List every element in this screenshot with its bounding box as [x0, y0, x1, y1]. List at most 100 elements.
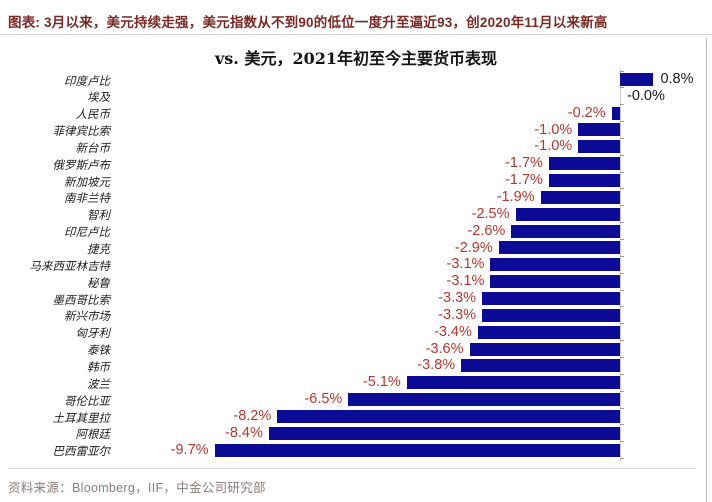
category-label: 秘鲁	[87, 275, 110, 290]
chart-row: 马来西亚林吉特 -3.1%	[0, 256, 712, 273]
bar	[548, 174, 620, 188]
axis-tick	[620, 373, 624, 375]
chart-row: 印度卢比 0.8%	[0, 71, 712, 88]
axis-tick	[620, 390, 624, 392]
chart-row: 捷克 -2.9%	[0, 240, 712, 257]
bar	[620, 72, 654, 86]
category-label: 菲律宾比索	[52, 124, 111, 139]
chart-row: 菲律宾比索 -1.0%	[0, 122, 712, 139]
value-label: -3.4%	[434, 323, 472, 340]
axis-tick	[620, 154, 624, 156]
chart-row: 韩币 -3.8%	[0, 357, 712, 374]
value-label: -2.6%	[467, 222, 506, 239]
chart-row: 土耳其里拉 -8.2%	[0, 408, 712, 425]
bar	[490, 258, 620, 272]
category-label: 智利	[87, 208, 110, 223]
category-label: 巴西雷亚尔	[52, 444, 111, 459]
value-label: -2.9%	[454, 239, 493, 256]
value-label: -8.2%	[233, 408, 272, 424]
category-label: 墨西哥比索	[52, 292, 111, 307]
chart-row: 俄罗斯卢布 -1.7%	[0, 155, 712, 172]
axis-tick	[620, 188, 624, 190]
value-label: -0.0%	[627, 87, 665, 104]
chart-row: 新台币 -1.0%	[0, 138, 712, 155]
chart-row: 南非兰特 -1.9%	[0, 189, 712, 206]
category-label: 土耳其里拉	[52, 410, 111, 425]
category-label: 匈牙利	[75, 326, 111, 341]
bar	[578, 140, 620, 154]
axis-tick	[620, 121, 624, 123]
axis-tick	[620, 104, 624, 106]
axis-tick	[620, 255, 624, 257]
bar	[277, 409, 620, 423]
bar	[461, 359, 620, 373]
category-label: 新兴市场	[64, 309, 110, 324]
bar	[469, 342, 620, 356]
bar	[511, 224, 620, 238]
value-label: -0.2%	[567, 104, 606, 121]
category-label: 人民币	[75, 107, 111, 122]
chart-row: 哥伦比亚 -6.5%	[0, 391, 712, 408]
chart-row: 智利 -2.5%	[0, 206, 712, 223]
value-label: -8.4%	[225, 424, 263, 441]
caption-divider	[0, 34, 712, 35]
chart-caption: 图表: 3月以来，美元持续走强，美元指数从不到90的低位一度升至逼近93，创20…	[8, 15, 608, 30]
chart-row: 印尼卢比 -2.6%	[0, 223, 712, 240]
value-label: -1.7%	[505, 155, 543, 172]
chart-row: 新兴市场 -3.3%	[0, 307, 712, 324]
chart-row: 泰铢 -3.6%	[0, 341, 712, 358]
chart-row: 匈牙利 -3.4%	[0, 324, 712, 341]
value-label: -3.1%	[446, 273, 485, 290]
bar	[578, 123, 620, 137]
value-label: -3.6%	[425, 340, 464, 357]
axis-tick	[620, 205, 624, 207]
axis-tick	[620, 70, 624, 72]
zero-axis-line	[620, 69, 621, 461]
bar	[214, 443, 620, 457]
axis-tick	[620, 239, 624, 240]
bar	[348, 393, 620, 407]
chart-row: 埃及 -0.0%	[0, 88, 712, 105]
category-label: 俄罗斯卢布	[52, 157, 111, 172]
axis-tick	[620, 272, 624, 274]
axis-tick	[620, 458, 624, 460]
bar	[406, 376, 620, 390]
category-label: 新台币	[75, 140, 111, 155]
value-label: -1.7%	[505, 172, 543, 189]
plot-right-border	[706, 38, 707, 502]
axis-tick	[620, 407, 624, 409]
source-note: 资料来源：Bloomberg，IIF，中金公司研究部	[8, 481, 266, 495]
chart-row: 波兰 -5.1%	[0, 374, 712, 391]
bar	[268, 426, 620, 440]
chart-row: 人民币 -0.2%	[0, 105, 712, 122]
bar	[482, 308, 620, 322]
chart-row: 墨西哥比索 -3.3%	[0, 290, 712, 307]
category-label: 印尼卢比	[64, 225, 110, 240]
category-label: 印度卢比	[64, 73, 110, 88]
bar	[482, 291, 620, 305]
value-label: -1.9%	[496, 188, 535, 205]
value-label: 0.8%	[660, 71, 694, 87]
category-label: 波兰	[87, 376, 110, 391]
axis-tick	[620, 137, 624, 139]
category-label: 埃及	[87, 90, 110, 105]
bar	[490, 275, 620, 289]
category-label: 韩币	[87, 359, 110, 374]
category-label: 马来西亚林吉特	[29, 258, 111, 273]
value-label: -9.7%	[170, 441, 209, 458]
chart-row: 阿根廷 -8.4%	[0, 425, 712, 442]
value-label: -2.5%	[471, 205, 510, 222]
axis-tick	[620, 289, 624, 291]
value-label: -6.5%	[304, 391, 343, 408]
bar	[548, 157, 620, 171]
category-label: 阿根廷	[75, 427, 111, 442]
category-label: 哥伦比亚	[64, 393, 110, 408]
axis-tick	[620, 171, 624, 173]
category-label: 捷克	[87, 242, 110, 256]
axis-tick	[620, 356, 624, 358]
axis-tick	[620, 87, 624, 89]
axis-tick	[620, 441, 624, 443]
value-label: -3.1%	[446, 256, 485, 273]
bar	[611, 106, 620, 120]
